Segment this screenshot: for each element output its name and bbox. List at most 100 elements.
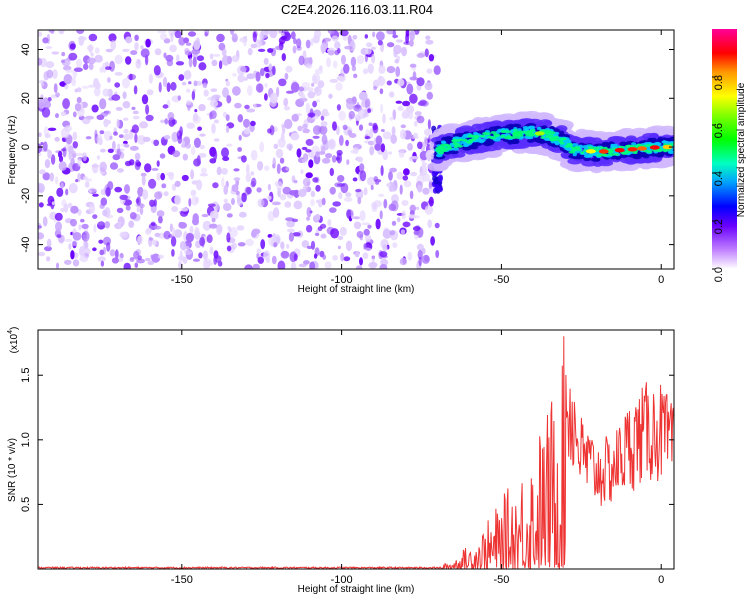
noise-speckle — [47, 127, 57, 131]
y-tick-label: 20 — [20, 92, 32, 104]
noise-speckle — [190, 146, 196, 156]
noise-speckle — [39, 169, 46, 175]
noise-speckle — [64, 259, 72, 265]
noise-speckle — [210, 88, 218, 92]
ridge-blob — [484, 140, 494, 145]
noise-speckle — [405, 32, 409, 44]
noise-speckle — [199, 144, 206, 150]
noise-speckle — [409, 93, 418, 104]
noise-speckle — [72, 131, 78, 141]
noise-speckle — [202, 82, 208, 89]
ridge-blob — [481, 121, 494, 129]
noise-speckle — [424, 128, 432, 136]
noise-speckle — [75, 179, 79, 183]
noise-speckle — [209, 210, 219, 220]
noise-speckle — [320, 233, 327, 239]
noise-speckle — [434, 222, 440, 229]
noise-speckle — [56, 234, 62, 239]
noise-speckle — [212, 182, 219, 189]
ridge-blob — [437, 151, 445, 155]
noise-speckle — [290, 31, 296, 40]
noise-speckle — [100, 148, 106, 153]
noise-speckle — [312, 35, 320, 44]
ridge-blob — [631, 142, 637, 146]
snr-series-line — [38, 336, 674, 569]
x-tick-label: -150 — [171, 274, 193, 286]
noise-speckle — [109, 135, 113, 140]
noise-speckle — [379, 264, 388, 269]
noise-speckle — [99, 98, 107, 110]
noise-speckle — [346, 159, 350, 166]
noise-speckle — [382, 228, 392, 239]
noise-speckle — [169, 44, 177, 53]
noise-speckle — [150, 254, 154, 259]
noise-speckle — [337, 235, 344, 241]
ridge-blob — [500, 134, 506, 138]
noise-speckle — [321, 134, 328, 145]
noise-speckle — [99, 130, 105, 135]
signal-ridge-layer — [427, 110, 674, 174]
noise-speckle — [78, 224, 82, 231]
noise-speckle — [114, 72, 123, 76]
noise-speckle — [337, 245, 341, 250]
ridge-hotspot — [598, 149, 609, 154]
noise-speckle — [402, 221, 411, 228]
noise-speckle — [409, 190, 414, 200]
noise-speckle — [183, 70, 192, 80]
noise-speckle — [357, 108, 367, 120]
noise-speckle — [292, 232, 301, 237]
noise-speckle — [341, 54, 346, 65]
noise-speckle — [342, 124, 348, 130]
ridge-blob — [579, 137, 594, 144]
noise-speckle — [238, 134, 242, 141]
noise-speckle — [386, 66, 396, 74]
noise-speckle — [367, 176, 376, 186]
ridge-blob — [528, 134, 534, 137]
noise-speckle — [40, 94, 44, 101]
noise-speckle — [46, 238, 52, 248]
noise-speckle — [38, 232, 45, 240]
noise-speckle — [307, 112, 316, 118]
ridge-hotspot — [585, 149, 596, 154]
ridge-blob — [456, 144, 464, 148]
noise-speckle — [77, 158, 82, 167]
noise-speckle — [259, 68, 265, 77]
noise-speckle — [106, 242, 111, 252]
spectrogram-y-label: Frequency (Hz) — [7, 116, 18, 185]
noise-speckle — [409, 76, 418, 81]
noise-speckle — [198, 153, 207, 158]
noise-speckle — [290, 261, 297, 269]
noise-speckle — [45, 101, 51, 109]
noise-speckle — [151, 167, 159, 171]
noise-speckle — [119, 194, 128, 200]
noise-speckle — [174, 30, 182, 39]
noise-speckle — [137, 235, 143, 245]
noise-speckle — [104, 119, 112, 125]
noise-speckle — [236, 225, 245, 231]
noise-speckle — [182, 153, 188, 161]
noise-speckle — [107, 148, 114, 153]
noise-speckle — [130, 129, 136, 133]
noise-speckle — [171, 206, 179, 212]
noise-speckle — [132, 110, 139, 115]
noise-speckle — [391, 126, 396, 136]
noise-speckle — [305, 63, 313, 69]
noise-speckle — [375, 135, 383, 146]
ridge-blob — [501, 130, 506, 133]
noise-speckle — [164, 118, 169, 125]
ridge-blob — [554, 140, 559, 144]
noise-speckle — [178, 74, 185, 81]
noise-speckle — [410, 135, 419, 139]
noise-speckle — [355, 189, 362, 193]
noise-speckle — [40, 81, 45, 87]
noise-speckle — [109, 60, 115, 72]
noise-speckle — [225, 114, 230, 122]
noise-speckle — [38, 31, 43, 37]
noise-speckle — [356, 265, 363, 269]
noise-speckle — [42, 172, 51, 181]
noise-speckle — [313, 253, 318, 259]
noise-speckle — [51, 201, 56, 205]
noise-speckle — [53, 83, 58, 93]
noise-speckle — [88, 189, 92, 195]
ridge-blob — [598, 159, 614, 167]
